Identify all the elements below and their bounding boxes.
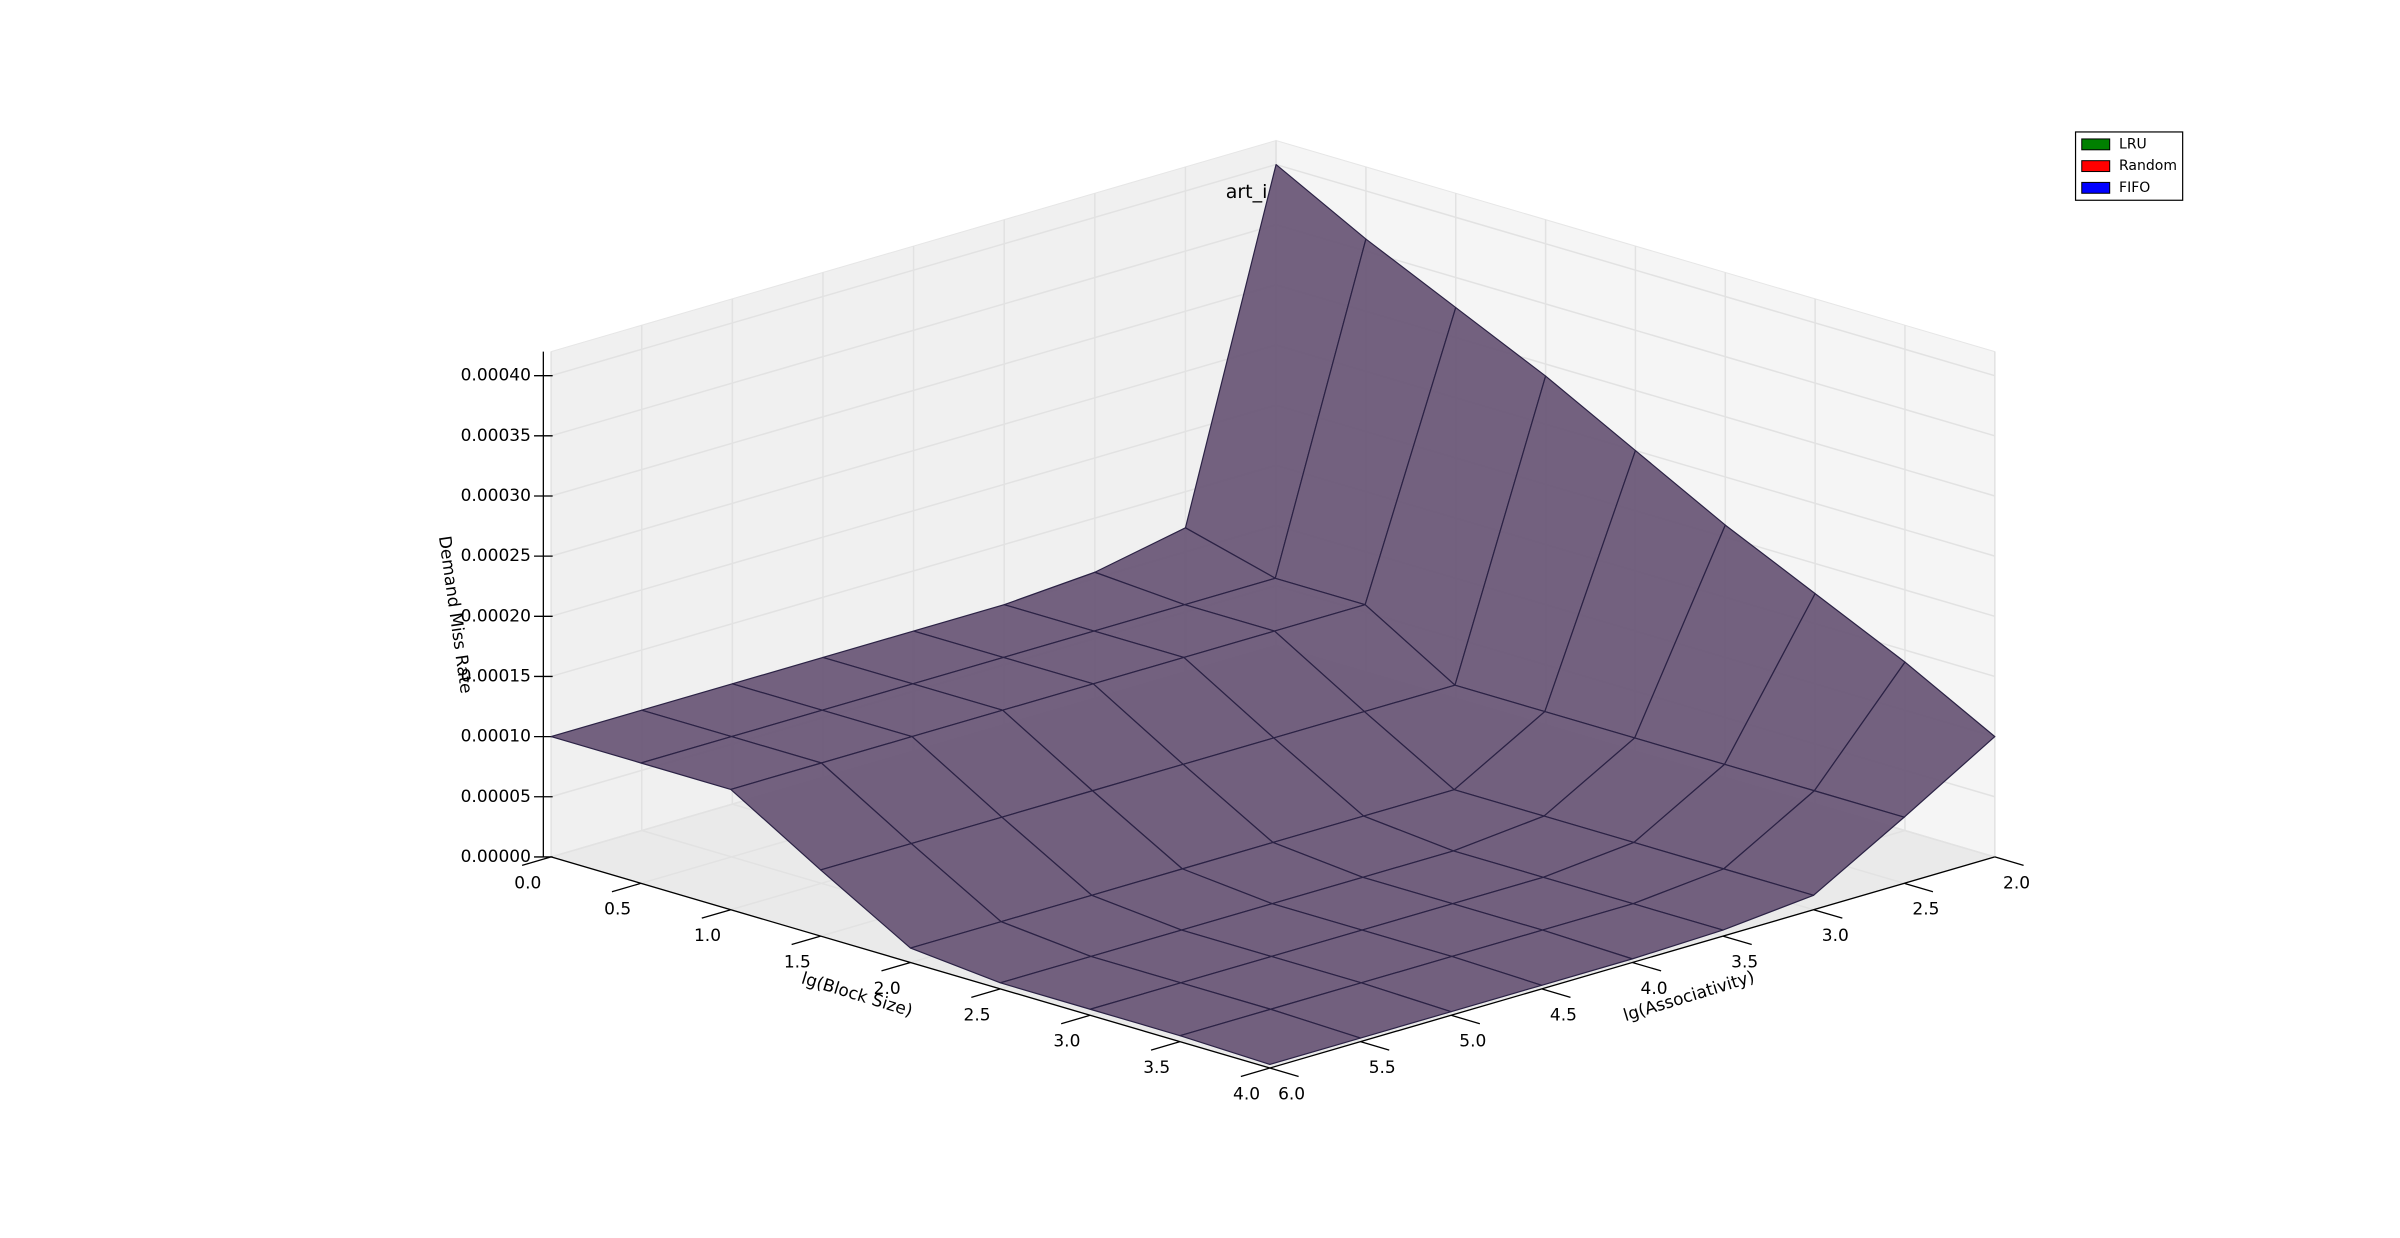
x-tick-label: 2.5 [964, 1005, 991, 1025]
tick-mark [1450, 1014, 1481, 1025]
grid-line [550, 284, 1277, 497]
grid-line [550, 464, 1277, 678]
y-tick-label: 4.5 [1550, 1005, 1577, 1025]
x-tick-label: 3.0 [1053, 1032, 1080, 1052]
z-tick-label: 0.00015 [461, 666, 531, 686]
z-tick-label: 0.00040 [461, 366, 531, 386]
grid-line [1275, 163, 1996, 377]
legend-swatch [2081, 138, 2111, 151]
tick-mark [1150, 1041, 1181, 1051]
legend-swatch [2081, 181, 2111, 194]
axes [521, 351, 2024, 1078]
grid-line [550, 163, 1277, 377]
x-axis [550, 856, 1271, 1069]
z-tick-label: 0.00005 [461, 787, 531, 807]
tick-mark [611, 882, 642, 893]
legend-label: FIFO [2119, 180, 2150, 196]
x-tick-label: 1.5 [784, 952, 811, 972]
grid-line [550, 223, 1277, 437]
tick-mark [791, 935, 821, 946]
z-tick-label: 0.00020 [461, 606, 531, 626]
z-tick-label: 0.00030 [461, 486, 531, 506]
y-tick-label: 4.0 [1641, 979, 1668, 999]
legend-label: LRU [2119, 136, 2147, 152]
y-tick-label: 5.0 [1459, 1032, 1486, 1052]
y-tick-label: 3.5 [1731, 952, 1758, 972]
x-tick-label: 4.0 [1233, 1084, 1260, 1104]
y-tick-label: 3.0 [1822, 926, 1849, 946]
y-tick-label: 2.0 [2003, 873, 2030, 893]
tick-mark [1060, 1014, 1091, 1025]
tick-mark [1994, 856, 2024, 866]
tick-mark [1240, 1067, 1271, 1078]
grid-line [550, 344, 1277, 557]
y-tick-label: 5.5 [1369, 1058, 1396, 1078]
y-axis [1269, 856, 1996, 1069]
tick-mark [1269, 1067, 1299, 1078]
tick-mark [1904, 882, 1934, 893]
tick-mark [1360, 1041, 1390, 1051]
x-tick-label: 1.0 [694, 926, 721, 946]
x-tick-label: 3.5 [1143, 1058, 1170, 1078]
x-tick-label: 0.5 [604, 900, 631, 920]
legend: LRU Random FIFO [2074, 131, 2184, 201]
tick-mark [971, 988, 1001, 998]
chart-title: art_i [1226, 181, 1268, 203]
y-tick-label: 2.5 [1912, 900, 1939, 920]
z-tick-label: 0.00035 [461, 426, 531, 446]
legend-swatch [2081, 160, 2111, 173]
x-tick-label: 0.0 [514, 873, 541, 893]
grid-line [550, 404, 1277, 618]
tick-mark [701, 909, 731, 919]
tick-mark [1722, 935, 1752, 946]
tick-mark [1632, 961, 1662, 972]
tick-mark [1813, 909, 1843, 919]
z-tick-label: 0.00025 [461, 546, 531, 566]
legend-label: Random [2119, 158, 2177, 174]
tick-mark [1541, 988, 1571, 998]
x-tick-label: 2.0 [874, 979, 901, 999]
grid-line [1275, 223, 1996, 437]
surface-patch [1179, 1008, 1362, 1066]
tick-mark [521, 856, 552, 866]
y-tick-label: 6.0 [1278, 1084, 1305, 1104]
tick-mark [881, 961, 911, 972]
z-tick-label: 0.00000 [461, 847, 531, 867]
z-tick-label: 0.00010 [461, 727, 531, 747]
surface [550, 163, 1996, 1066]
